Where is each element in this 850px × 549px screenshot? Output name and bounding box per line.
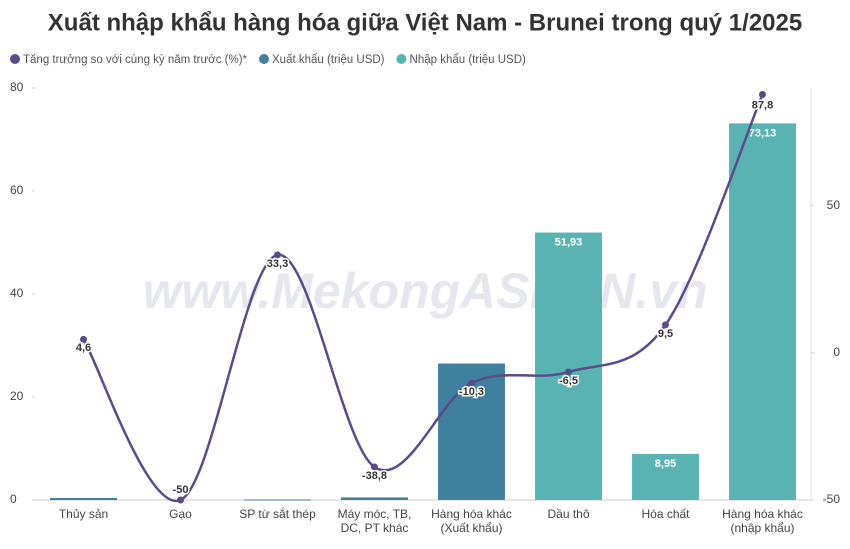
bar-value-label: 73,13: [749, 127, 777, 139]
y-tick-label: 0: [10, 492, 17, 506]
legend-swatch: [396, 54, 407, 64]
x-tick-label: Hàng hóa khác (Xuất khẩu): [431, 507, 512, 535]
line-point: [759, 90, 766, 98]
x-tick-label: Máy móc, TB, DC, PT khác: [338, 507, 412, 535]
bar: [244, 499, 311, 501]
line-value-label: -10,3: [459, 386, 484, 398]
x-tick-label: Thủy sản: [59, 507, 108, 521]
line-value-label: 4,6: [76, 342, 91, 354]
bar-value-label: 51,93: [555, 236, 583, 248]
line-value-label: -50: [173, 484, 189, 496]
bar: [632, 453, 699, 500]
line-point: [371, 463, 378, 471]
x-tick-label: SP từ sắt thép: [239, 506, 316, 521]
y-tick-label: 60: [10, 183, 24, 197]
line-value-label: 9,5: [658, 328, 673, 340]
chart-title: Xuất nhập khẩu hàng hóa giữa Việt Nam - …: [48, 9, 802, 36]
line-point: [565, 368, 572, 376]
y-tick-label: 40: [10, 286, 24, 300]
line-point: [662, 321, 669, 329]
line-point: [274, 251, 281, 259]
x-tick-label: Dầu thô: [547, 507, 589, 521]
line-value-label: 33,3: [267, 258, 288, 270]
legend-swatch: [259, 54, 270, 64]
line-point: [468, 379, 475, 387]
y2-tick-label: -50: [823, 492, 841, 506]
y-tick-label: 80: [10, 80, 24, 94]
line-point: [80, 335, 87, 343]
line-value-label: -6,5: [559, 375, 578, 387]
y2-tick-label: 0: [833, 345, 840, 359]
bar: [50, 497, 117, 500]
x-tick-label: Hàng hóa khác (nhập khẩu): [722, 507, 803, 535]
watermark: www.MekongASEAN.vn: [143, 263, 708, 319]
x-tick-label: Hóa chất: [641, 507, 690, 521]
y-tick-label: 20: [10, 389, 24, 403]
bar: [729, 123, 796, 501]
legend-label: Tăng trưởng so với cùng kỳ năm trước (%)…: [23, 54, 248, 66]
legend-label: Nhập khẩu (triệu USD): [410, 54, 526, 66]
legend-swatch: [10, 54, 20, 64]
line: [82, 93, 764, 502]
line-value-label: -38,8: [362, 470, 387, 482]
bar-value-label: 8,95: [655, 458, 676, 470]
line-point: [177, 496, 184, 504]
y2-tick-label: 50: [827, 198, 841, 212]
line-value-label: 87,8: [752, 99, 773, 111]
bar: [341, 497, 408, 500]
legend-label: Xuất khẩu (triệu USD): [272, 54, 385, 66]
x-tick-label: Gạo: [169, 507, 192, 521]
